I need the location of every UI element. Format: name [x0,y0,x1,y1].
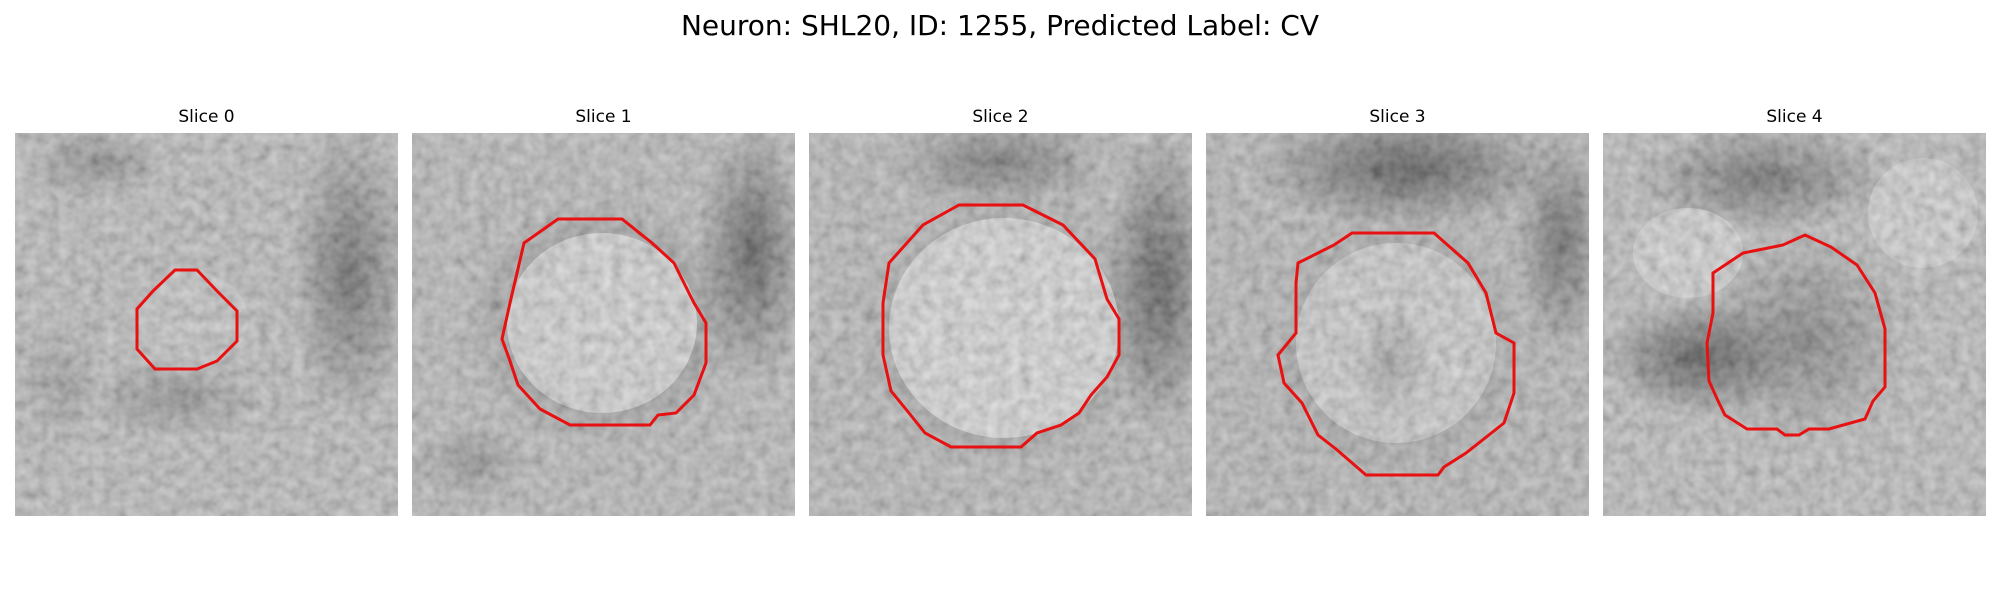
contour-1 [500,217,708,427]
figure-title: Neuron: SHL20, ID: 1255, Predicted Label… [680,9,1319,42]
slice-panel-4: Slice 4 [1603,106,1986,516]
contour-0 [135,268,239,371]
slice-image-4 [1603,133,1986,516]
slice-title-3: Slice 3 [1369,107,1426,127]
slice-image-3 [1206,133,1589,516]
slice-title-0: Slice 0 [178,107,235,127]
slice-panel-2: Slice 2 [809,106,1192,516]
contour-3 [1276,231,1516,477]
slice-title-4: Slice 4 [1766,107,1823,127]
slice-title-1: Slice 1 [575,107,632,127]
slice-image-2 [809,133,1192,516]
slice-panel-1: Slice 1 [412,106,795,516]
slice-image-0 [15,133,398,516]
slice-image-1 [412,133,795,516]
slice-title-2: Slice 2 [972,107,1029,127]
slice-panel-3: Slice 3 [1206,106,1589,516]
contour-2 [881,203,1121,449]
contour-4 [1705,233,1887,437]
slice-panel-0: Slice 0 [15,106,398,516]
